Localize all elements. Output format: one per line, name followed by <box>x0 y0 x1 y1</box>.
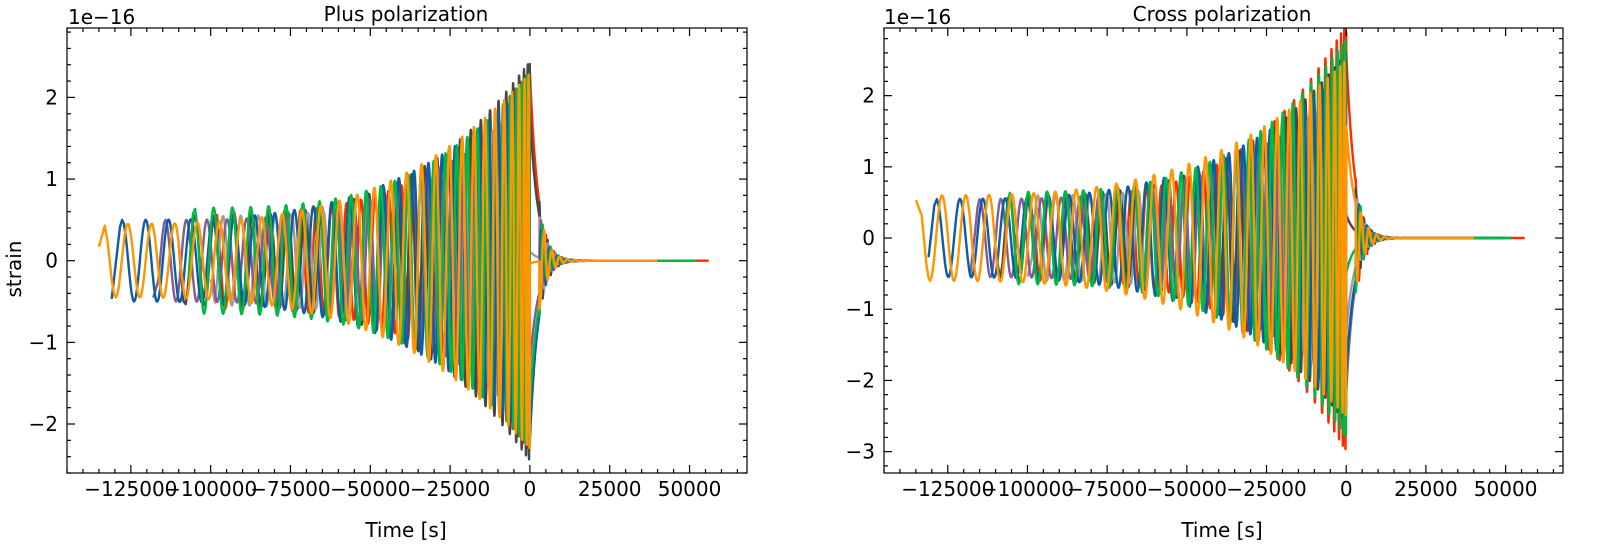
x-tick-label: −75000 <box>250 477 330 501</box>
plot-frame <box>883 27 1564 474</box>
y-tick-label: 2 <box>45 85 58 109</box>
x-tick-label: 50000 <box>1474 477 1538 501</box>
x-tick-label: −125000 <box>901 477 994 501</box>
x-tick-label: −25000 <box>410 477 490 501</box>
y-tick-label: −1 <box>846 297 875 321</box>
x-tick-label: 0 <box>524 477 537 501</box>
series-line-6 <box>97 73 658 450</box>
y-tick-label: 1 <box>45 167 58 191</box>
x-tick-label: 25000 <box>1394 477 1458 501</box>
x-tick-label: 50000 <box>658 477 722 501</box>
y-tick-label: 0 <box>862 226 875 250</box>
series-layer <box>914 28 1525 451</box>
offset-label: 1e−16 <box>884 5 951 29</box>
chart-title: Cross polarization <box>1133 2 1312 26</box>
series-line-6 <box>914 60 1474 417</box>
x-tick-label: −125000 <box>84 477 177 501</box>
y-tick-label: −1 <box>29 330 58 354</box>
plot-frame <box>66 27 748 474</box>
x-tick-label: −100000 <box>164 477 257 501</box>
x-tick-label: 0 <box>1340 477 1353 501</box>
series-line-5 <box>187 72 696 447</box>
ticks-layer: −125000−100000−75000 −50000 −25000 0 25000 50… <box>29 28 747 501</box>
y-tick-label: −3 <box>846 440 875 464</box>
x-tick-label: −50000 <box>330 477 410 501</box>
y-tick-label: −2 <box>846 368 875 392</box>
cross-polarization-panel: Cross polarization 1e−16 −125000−100000−… <box>846 2 1564 542</box>
x-tick-label: −75000 <box>1067 477 1147 501</box>
x-axis-label: Time [s] <box>1180 518 1262 542</box>
y-axis-label: strain <box>2 241 26 298</box>
chart-title: Plus polarization <box>324 2 489 26</box>
y-tick-label: 0 <box>45 249 58 273</box>
series-layer <box>97 62 709 461</box>
offset-label: 1e−16 <box>68 5 135 29</box>
x-axis-label: Time [s] <box>364 518 446 542</box>
plus-polarization-panel: Plus polarization 1e−16 −125000−100000−7… <box>2 2 748 542</box>
x-tick-label: −100000 <box>981 477 1074 501</box>
y-tick-label: 1 <box>862 155 875 179</box>
x-tick-label: −25000 <box>1226 477 1306 501</box>
x-tick-label: 25000 <box>578 477 642 501</box>
ticks-layer: −125000−100000−75000 −50000 −25000 0 25000 50… <box>846 28 1563 501</box>
x-tick-label: −50000 <box>1147 477 1227 501</box>
y-tick-label: 2 <box>862 84 875 108</box>
y-tick-label: −2 <box>29 412 58 436</box>
